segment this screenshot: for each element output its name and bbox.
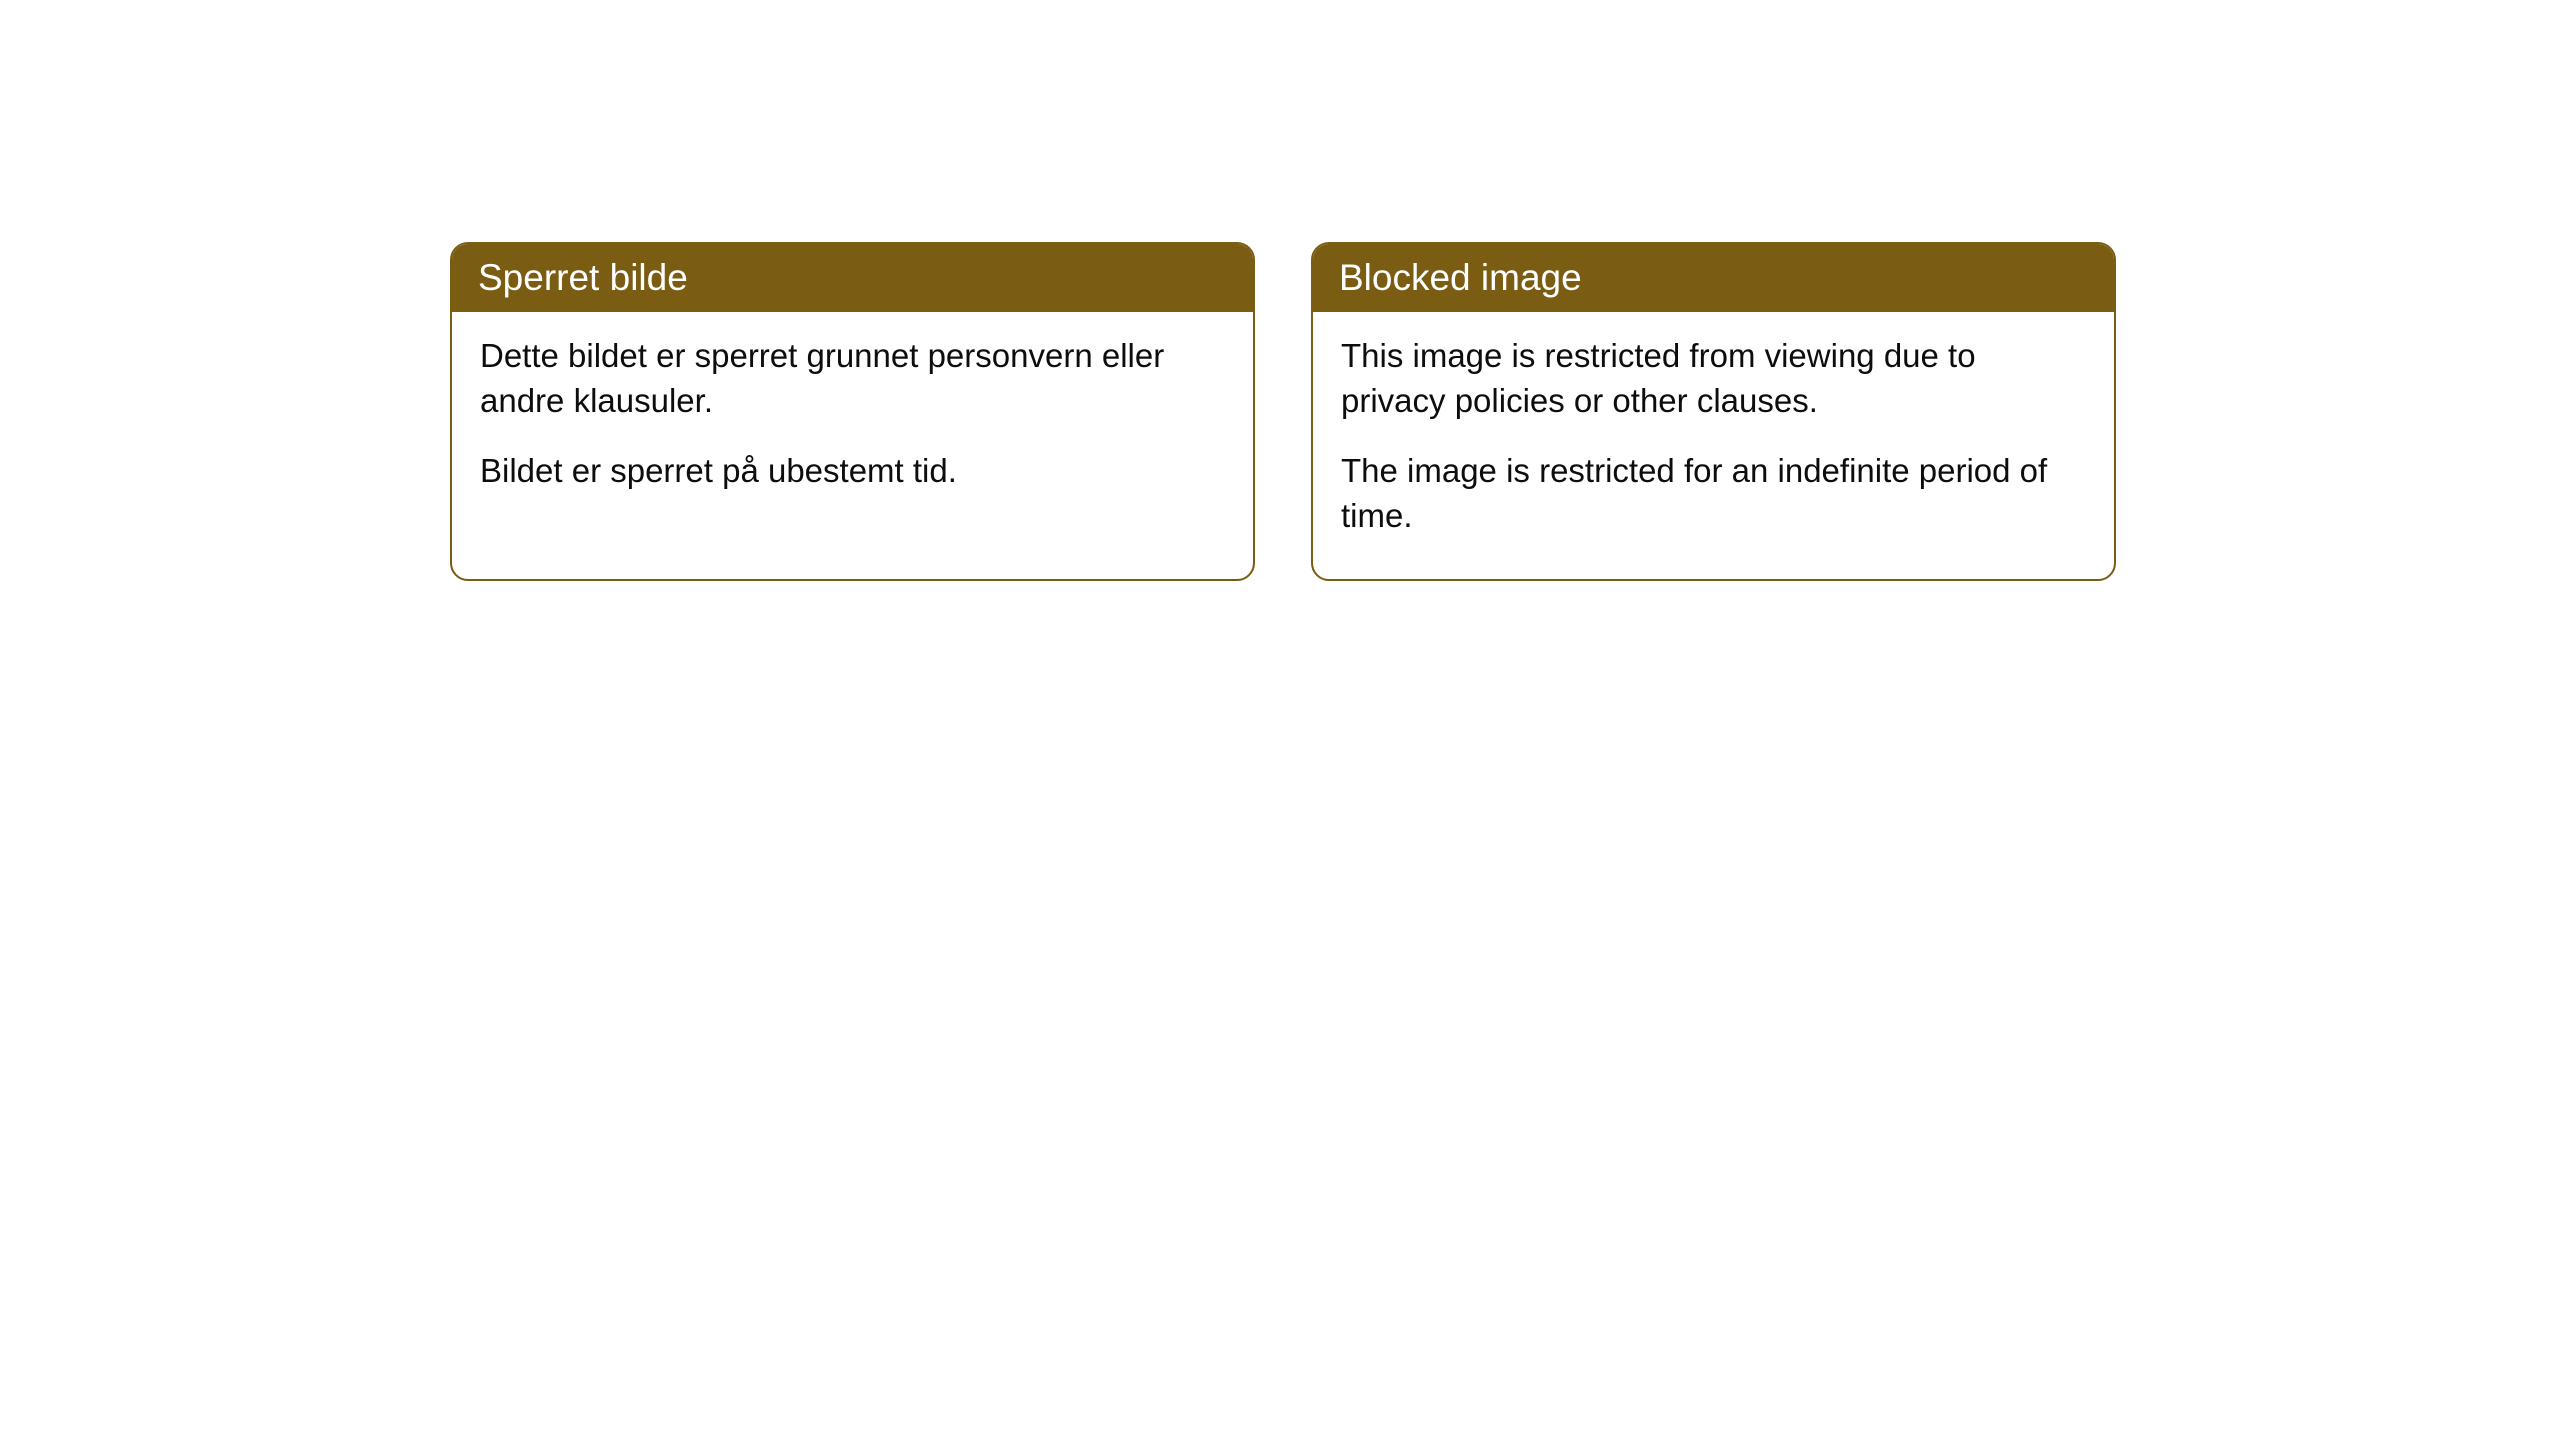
panel-text-english-2: The image is restricted for an indefinit… bbox=[1341, 449, 2086, 538]
panel-text-norwegian-1: Dette bildet er sperret grunnet personve… bbox=[480, 334, 1225, 423]
panels-container: Sperret bilde Dette bildet er sperret gr… bbox=[450, 242, 2116, 581]
panel-body-english: This image is restricted from viewing du… bbox=[1313, 312, 2114, 578]
panel-text-norwegian-2: Bildet er sperret på ubestemt tid. bbox=[480, 449, 1225, 494]
panel-english: Blocked image This image is restricted f… bbox=[1311, 242, 2116, 581]
panel-header-norwegian: Sperret bilde bbox=[452, 244, 1253, 312]
panel-text-english-1: This image is restricted from viewing du… bbox=[1341, 334, 2086, 423]
panel-header-english: Blocked image bbox=[1313, 244, 2114, 312]
panel-body-norwegian: Dette bildet er sperret grunnet personve… bbox=[452, 312, 1253, 534]
panel-norwegian: Sperret bilde Dette bildet er sperret gr… bbox=[450, 242, 1255, 581]
